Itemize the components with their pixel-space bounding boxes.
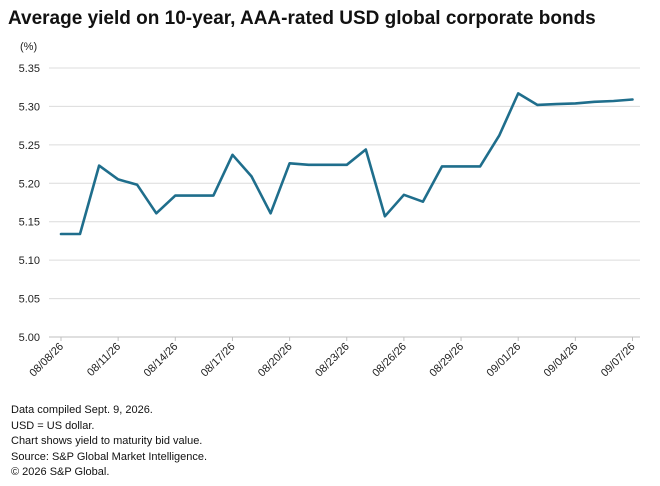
y-tick-label: 5.05 [19,294,40,306]
y-tick-label: 5.25 [19,140,40,152]
gridlines [49,67,640,338]
y-axis-unit-label: (%) [20,41,38,53]
note-copyright: © 2026 S&P Global. [11,466,110,478]
x-tick-label: 08/26/26 [370,341,409,380]
x-tick-label: 08/20/26 [256,341,295,380]
y-tick-label: 5.30 [19,101,40,113]
x-tick-label: 08/29/26 [427,341,466,380]
x-tick-label: 08/23/26 [313,341,352,380]
y-tick-label: 5.35 [19,63,40,75]
x-axis-ticks: 08/08/26 08/11/26 08/14/26 08/17/26 08/20/26… [27,337,638,380]
series-line [59,92,634,236]
y-axis-ticks: 5.00 5.05 5.10 5.15 5.20 5.25 5.30 5.35 [19,63,40,344]
x-tick-label: 08/11/26 [85,341,123,379]
x-tick-label: 09/04/26 [542,341,581,380]
chart-title: Average yield on 10-year, AAA-rated USD … [8,8,596,29]
x-tick-label: 08/08/26 [27,341,66,380]
note-data-compiled: Data compiled Sept. 9, 2026. [11,404,153,416]
line-chart: 5.00 5.05 5.10 5.15 5.20 5.25 5.30 5.35 08/08/2… [19,63,640,380]
series-layer [59,92,634,236]
note-usd-definition: USD = US dollar. [11,419,95,432]
y-tick-label: 5.20 [19,178,40,190]
x-tick-label: 08/14/26 [142,341,181,380]
chart-notes: Data compiled Sept. 9, 2026. USD = US do… [11,403,207,481]
note-source: Source: S&P Global Market Intelligence. [11,450,208,463]
y-tick-label: 5.10 [19,255,40,267]
y-tick-label: 5.00 [19,332,40,344]
y-tick-label: 5.15 [19,217,40,229]
x-tick-label: 09/01/26 [485,341,524,380]
note-yield-description: Chart shows yield to maturity bid value. [11,435,203,447]
x-tick-label: 08/17/26 [199,341,238,380]
x-tick-label: 09/07/26 [599,341,638,380]
